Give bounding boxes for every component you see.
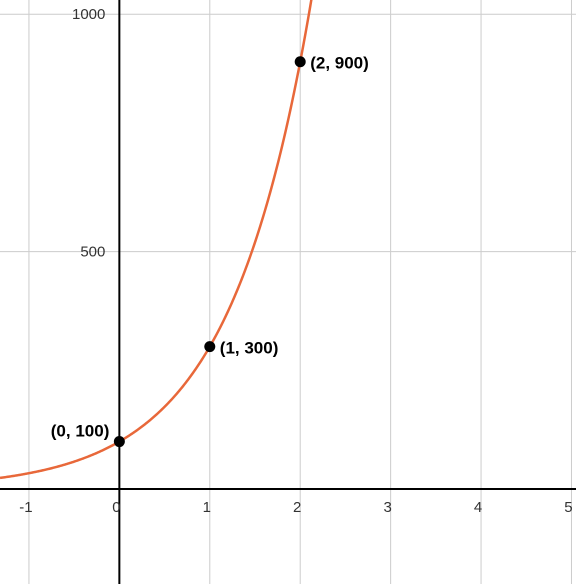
x-tick-label: 5 — [564, 499, 572, 516]
data-point — [204, 341, 216, 353]
point-label: (2, 900) — [310, 54, 369, 73]
y-tick-label: 500 — [80, 244, 105, 261]
data-point — [113, 436, 125, 448]
exponential-curve — [0, 0, 313, 480]
x-tick-label: 0 — [112, 499, 120, 516]
x-tick-label: 3 — [383, 499, 391, 516]
point-label: (1, 300) — [220, 339, 279, 358]
x-tick-label: 2 — [293, 499, 301, 516]
x-tick-label: 4 — [474, 499, 482, 516]
x-tick-label: -1 — [19, 499, 32, 516]
point-layer: (0, 100) (1, 300) (2, 900) — [51, 54, 369, 448]
curve-layer — [0, 0, 313, 480]
data-point — [294, 56, 306, 68]
y-tick-label: 1000 — [72, 6, 105, 23]
x-tick-label: 1 — [203, 499, 211, 516]
tick-labels: -1 0 1 2 3 4 5 500 1000 — [19, 6, 572, 516]
point-label: (0, 100) — [51, 422, 110, 441]
